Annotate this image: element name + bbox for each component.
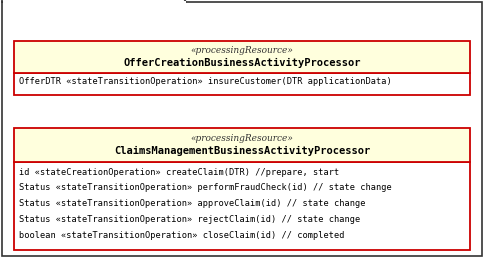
Text: ClaimsManagementBusinessActivityProcessor: ClaimsManagementBusinessActivityProcesso… [114, 146, 370, 156]
Text: boolean «stateTransitionOperation» closeClaim(id) // completed: boolean «stateTransitionOperation» close… [19, 231, 345, 240]
Bar [14, 73, 470, 95]
Text: «processingResource»: «processingResource» [191, 134, 293, 143]
Bar [3, 1, 186, 3]
Bar [14, 162, 470, 250]
Text: OfferDTR «stateTransitionOperation» insureCustomer(DTR applicationData): OfferDTR «stateTransitionOperation» insu… [19, 77, 392, 86]
Text: Status «stateTransitionOperation» rejectClaim(id) // state change: Status «stateTransitionOperation» reject… [19, 215, 360, 224]
Bar [14, 128, 470, 162]
Text: id «stateCreationOperation» createClaim(DTR) //prepare, start: id «stateCreationOperation» createClaim(… [19, 168, 339, 177]
Text: Status «stateTransitionOperation» approveClaim(id) // state change: Status «stateTransitionOperation» approv… [19, 199, 365, 208]
Text: OfferCreationBusinessActivityProcessor: OfferCreationBusinessActivityProcessor [123, 58, 361, 68]
Text: «processingResource»: «processingResource» [191, 46, 293, 55]
Text: Status «stateTransitionOperation» performFraudCheck(id) // state change: Status «stateTransitionOperation» perfor… [19, 183, 392, 192]
Bar [14, 41, 470, 73]
Polygon shape [2, 0, 186, 2]
